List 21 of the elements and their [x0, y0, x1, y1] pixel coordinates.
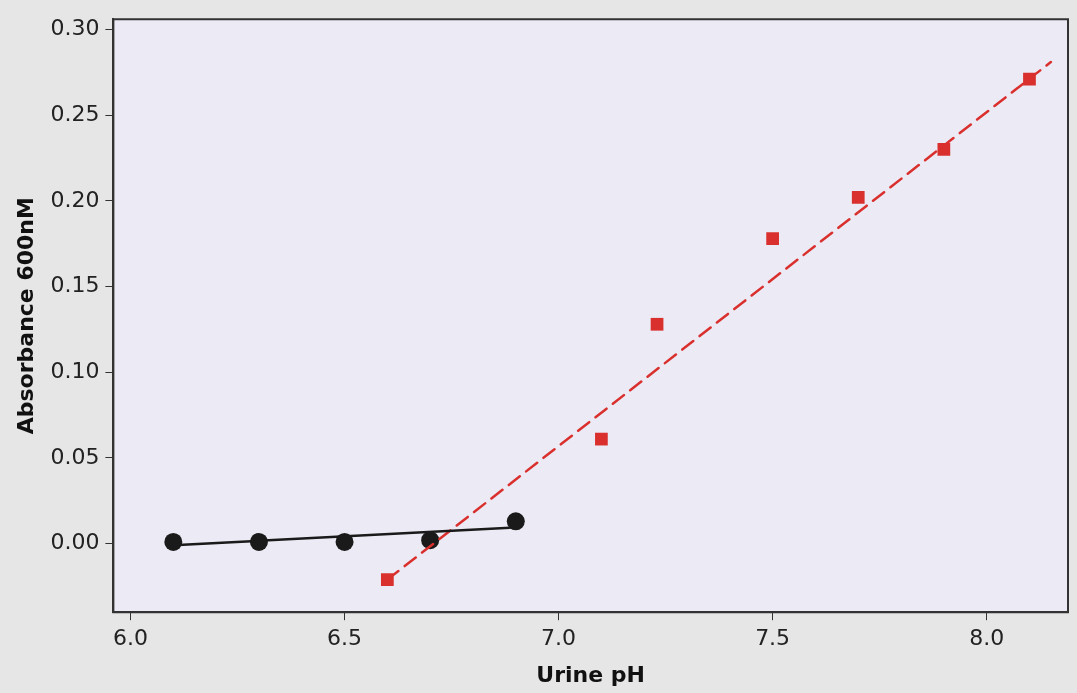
y-axis-title: Absorbance 600nM [12, 197, 38, 435]
y-tick-label: 0.15 [50, 272, 100, 298]
point [650, 317, 664, 331]
point [766, 232, 779, 245]
y-tick-label: 0.00 [50, 529, 100, 555]
y-tick-label: 0.10 [50, 357, 100, 383]
y-tick-label: 0.05 [50, 443, 100, 469]
x-axis-title: Urine pH [536, 661, 646, 687]
y-tick-label: 0.30 [50, 15, 100, 41]
y-tick-label: 0.25 [50, 100, 100, 126]
x-tick-label: 7.0 [541, 625, 577, 651]
point [164, 532, 183, 551]
point [937, 143, 951, 156]
point [380, 573, 394, 586]
point [851, 191, 865, 204]
y-tick-label: 0.20 [50, 186, 100, 212]
point [595, 432, 608, 446]
x-tick-label: 6.5 [327, 625, 363, 651]
x-tick-label: 7.5 [755, 625, 791, 651]
x-tick-label: 8.0 [969, 625, 1005, 651]
x-tick-label: 6.0 [113, 625, 149, 651]
